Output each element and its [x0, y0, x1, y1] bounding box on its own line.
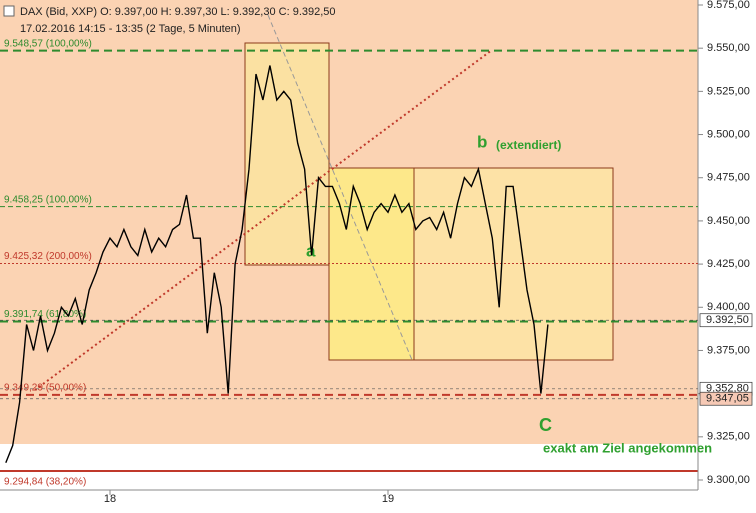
price-tag-label: 9.392,50 — [706, 314, 749, 326]
y-tick-label: 9.325,00 — [707, 431, 750, 443]
y-tick-label: 9.550,00 — [707, 42, 750, 54]
annotation: (extendiert) — [496, 138, 561, 152]
box — [244, 42, 330, 266]
y-tick-label: 9.425,00 — [707, 258, 750, 270]
header: DAX (Bid, XXP) O: 9.397,00 H: 9.397,30 L… — [20, 6, 336, 18]
level-label: 9.548,57 (100,00%) — [4, 38, 92, 49]
y-tick-label: 9.450,00 — [707, 215, 750, 227]
y-tick-label: 9.525,00 — [707, 85, 750, 97]
icon — [3, 5, 15, 17]
price-line-series — [5, 65, 549, 463]
y-tick-label: 9.500,00 — [707, 128, 750, 140]
x-tick-label: 19 — [382, 493, 394, 505]
y-tick-label: 9.400,00 — [707, 301, 750, 313]
y-tick-label: 9.475,00 — [707, 172, 750, 184]
x-tick-label: 18 — [104, 493, 116, 505]
annotation: C — [539, 415, 552, 435]
y-tick-label: 9.375,00 — [707, 344, 750, 356]
price-tag-label: 9.352,80 — [706, 383, 749, 395]
subheader: 17.02.2016 14:15 - 13:35 (2 Tage, 5 Minu… — [20, 23, 241, 35]
level-label: 9.425,32 (200,00%) — [4, 251, 92, 262]
level-label: 9.294,84 (38,20%) — [4, 477, 86, 488]
y-tick-label: 9.575,00 — [707, 0, 750, 11]
trend-line — [267, 14, 413, 361]
y-tick-label: 9.300,00 — [707, 474, 750, 486]
price-tag — [699, 391, 753, 406]
annotation: b — [477, 132, 487, 151]
annotation: exakt am Ziel angekommen — [543, 440, 712, 455]
price-tag-label: 9.347,05 — [706, 393, 749, 405]
level-label: 9.391,74 (61,80%) — [4, 309, 86, 320]
level-label: 9.349,29 (50,00%) — [4, 383, 86, 394]
box — [328, 167, 415, 361]
level-label: 9.458,25 (100,00%) — [4, 194, 92, 205]
price-tag — [699, 313, 753, 328]
